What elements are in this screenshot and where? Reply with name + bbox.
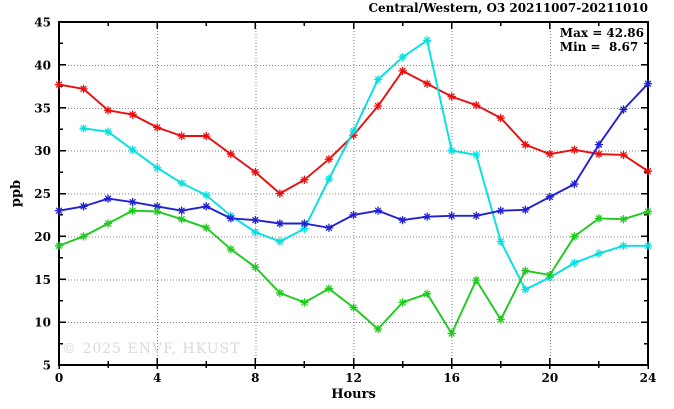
y-tick-label: 10 xyxy=(34,316,51,330)
max-min-annotation: Max = 42.86 Min = 8.67 xyxy=(560,26,644,54)
series-day-blue-markers xyxy=(54,79,653,233)
series-day-red xyxy=(54,66,653,198)
y-tick-label: 35 xyxy=(34,101,51,115)
y-tick-label: 25 xyxy=(34,187,51,201)
min-label: Min = 8.67 xyxy=(559,40,639,54)
plot-border xyxy=(58,21,649,366)
y-tick-label: 15 xyxy=(34,273,51,287)
watermark: © 2025 ENVF, HKUST xyxy=(62,341,241,357)
series-day-green-markers xyxy=(54,206,653,338)
y-tick-label: 5 xyxy=(43,359,51,373)
y-tick-label: 40 xyxy=(34,58,51,72)
x-tick-label: 0 xyxy=(55,371,63,385)
x-tick-label: 4 xyxy=(153,371,161,385)
series-day-red-markers xyxy=(54,66,653,198)
y-tick-label: 30 xyxy=(34,144,51,158)
series-day-cyan xyxy=(79,36,653,294)
series-group xyxy=(54,36,653,338)
y-axis-label: ppb xyxy=(9,180,24,207)
max-label: Max = 42.86 xyxy=(559,26,644,40)
x-axis-label: Hours xyxy=(331,387,376,402)
x-tick-label: 20 xyxy=(541,371,558,385)
tick-labels: 5 10 15 20 25 30 35 40 45 0 4 8 12 16 20 24 xyxy=(34,16,656,386)
y-tick-label: 20 xyxy=(34,230,51,244)
series-day-cyan-markers xyxy=(79,36,653,294)
y-tick-label: 45 xyxy=(34,16,51,30)
x-tick-label: 12 xyxy=(345,371,362,385)
chart-title: Central/Western, O3 20211007-20211010 xyxy=(368,1,648,15)
series-day-blue xyxy=(54,79,653,233)
series-day-green xyxy=(54,206,653,338)
x-tick-label: 16 xyxy=(443,371,460,385)
grid-lines xyxy=(59,22,648,365)
x-tick-label: 24 xyxy=(640,371,657,385)
x-tick-label: 8 xyxy=(251,371,259,385)
